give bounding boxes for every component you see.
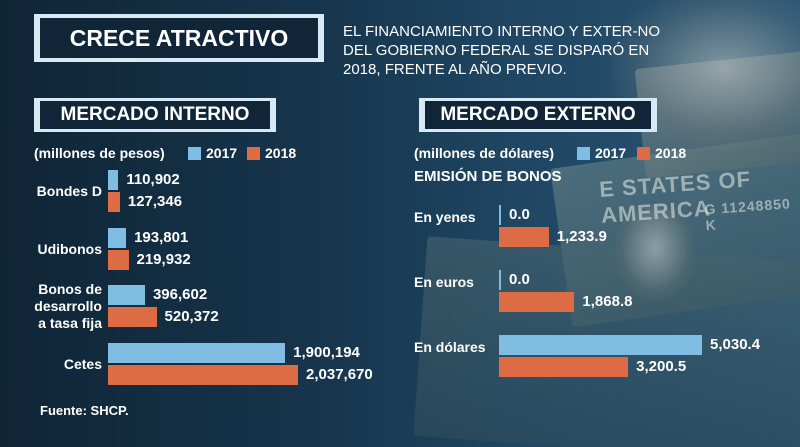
section-title-internal: MERCADO INTERNO	[40, 101, 270, 129]
bar-2018	[108, 250, 129, 270]
banknote-serial: G 11248850 K	[703, 195, 792, 234]
category-label: Udibonos	[37, 240, 102, 257]
bar-2018	[499, 357, 629, 377]
value-label-2018: 219,932	[136, 251, 191, 268]
source-note: Fuente: SHCP.	[40, 403, 129, 418]
subtitle-external: EMISIÓN DE BONOS	[414, 168, 562, 185]
bar-2018	[108, 192, 120, 212]
value-label-2017: 1,900,194	[293, 344, 360, 361]
units-external: (millones de dólares)	[414, 145, 555, 161]
bar-2017	[108, 343, 286, 363]
value-label-2018: 2,037,670	[306, 366, 373, 383]
legend-swatch-2018	[247, 147, 260, 160]
category-label: En euros	[414, 274, 474, 290]
category-label: En dólares	[414, 339, 486, 355]
bar-2017	[108, 170, 119, 190]
legend-label-2018: 2018	[265, 145, 297, 161]
bar-2017	[499, 270, 501, 290]
bar-2017	[108, 228, 127, 248]
category-label: Bonos de desarrollo a tasa fija	[34, 280, 102, 331]
bar-2017	[108, 285, 145, 305]
bar-2018	[499, 227, 549, 247]
section-title-external: MERCADO EXTERNO	[425, 101, 651, 129]
legend-swatch-2017	[577, 147, 590, 160]
category-label: Cetes	[63, 355, 102, 372]
page-title: CRECE ATRACTIVO	[40, 18, 318, 58]
intro-text: EL FINANCIAMIENTO INTERNO Y EXTER-NO DEL…	[343, 23, 660, 78]
value-label-2017: 5,030.4	[710, 336, 761, 353]
value-label-2018: 520,372	[164, 308, 219, 325]
value-label-2018: 127,346	[127, 193, 183, 210]
bar-2018	[108, 365, 298, 385]
bar-2018	[499, 292, 575, 312]
units-internal: (millones de pesos)	[34, 145, 165, 161]
category-label: Bondes D	[36, 182, 102, 199]
legend-label-2018: 2018	[655, 145, 687, 161]
value-label-2017: 396,602	[152, 286, 208, 303]
category-label: En yenes	[414, 209, 476, 225]
value-label-2017: 193,801	[134, 229, 189, 246]
value-label-2017: 0.0	[509, 206, 530, 223]
bar-2017	[499, 335, 702, 355]
legend-swatch-2018	[637, 147, 650, 160]
legend-label-2017: 2017	[206, 145, 238, 161]
value-label-2018: 3,200.5	[636, 358, 687, 375]
value-label-2018: 1,233.9	[556, 228, 607, 245]
value-label-2018: 1,868.8	[582, 293, 633, 310]
washington-portrait	[615, 205, 695, 300]
legend-swatch-2017	[188, 147, 201, 160]
bar-2017	[499, 205, 501, 225]
legend-label-2017: 2017	[595, 145, 627, 161]
value-label-2017: 0.0	[509, 271, 530, 288]
bar-2018	[108, 307, 157, 327]
value-label-2017: 110,902	[126, 171, 180, 188]
